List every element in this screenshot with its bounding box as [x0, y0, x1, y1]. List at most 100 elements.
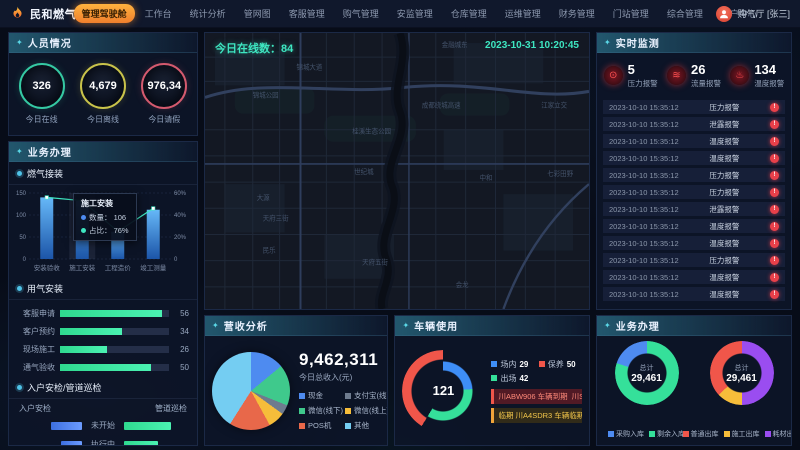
nav-item[interactable]: 购气管理 — [342, 9, 379, 19]
tooltip-row: 占比： 76% — [81, 225, 129, 236]
left-column: ✦ 人员情况 326 今日在线 4,679 今日离线 976,34 今日请假 ✦ 业务办理… — [8, 32, 198, 446]
panel-header-icon: ✦ — [16, 146, 23, 156]
usage-bar-label: 通气验收 — [23, 362, 55, 372]
vehicles-legend-value: 42 — [519, 373, 529, 383]
alarm-time: 2023-10-10 15:35:12 — [609, 187, 679, 197]
warehouse-legend-label: 剩余入库 — [657, 431, 685, 438]
vehicle-alert-banner: 临期 川A4SDR3 车辆临期川 — [491, 407, 582, 423]
alarm-time: 2023-10-10 15:35:12 — [609, 221, 679, 231]
warehouse-panel-title: 业务办理 — [615, 322, 660, 333]
personnel-stat-label: 今日在线 — [25, 115, 58, 124]
alarm-list-row[interactable]: 2023-10-10 15:35:12 温度报警! — [603, 236, 785, 250]
nav-item[interactable]: 安监管理 — [396, 9, 433, 19]
nav-item[interactable]: 综合管理 — [666, 9, 703, 19]
alarm-type: 压力报警 — [709, 102, 740, 112]
nav-item[interactable]: 门站管理 — [612, 9, 649, 19]
vehicles-right: 场内 29 保养 50 出场 42 川ABW906 车辆到期川S362DR 临期 川A… — [491, 340, 582, 441]
nav-item[interactable]: 统计分析 — [189, 9, 226, 19]
alarm-list-row[interactable]: 2023-10-10 15:35:12 压力报警! — [603, 168, 785, 182]
alarm-list-row[interactable]: 2023-10-10 15:35:12 温度报警! — [603, 287, 785, 301]
usage-bar-row: 客户预约 34 — [9, 322, 197, 340]
alarm-list-row[interactable]: 2023-10-10 15:35:12 泄露报警! — [603, 202, 785, 216]
nav-item[interactable]: 财务管理 — [558, 9, 595, 19]
alarm-time: 2023-10-10 15:35:12 — [609, 136, 679, 146]
nav-item[interactable]: 用户中心 — [720, 9, 757, 19]
svg-text:七彩田野: 七彩田野 — [547, 169, 573, 178]
nav-item[interactable]: 仓库管理 — [450, 9, 487, 19]
alarm-list-row[interactable]: 2023-10-10 15:35:12 温度报警! — [603, 134, 785, 148]
svg-text:100: 100 — [16, 213, 27, 219]
vehicles-body: 121 场内 29 保养 50 出场 42 川ABW906 车辆到期川S362DR 临… — [395, 336, 589, 445]
alarm-time: 2023-10-10 15:35:12 — [609, 119, 679, 129]
alarm-list-row[interactable]: 2023-10-10 15:35:12 压力报警! — [603, 253, 785, 267]
user-account[interactable]: 购气厅 [张三] — [716, 5, 790, 22]
usage-bar-value: 50 — [180, 362, 189, 372]
alarm-stat-text: 26 流量报警 — [691, 63, 721, 88]
gas-usage-subtitle: 用气安装 — [27, 284, 64, 294]
alarm-type: 压力报警 — [709, 187, 740, 197]
vehicles-legend-value: 29 — [519, 359, 529, 369]
revenue-legend-label: 微信(线下) — [308, 406, 343, 415]
alarm-list-row[interactable]: 2023-10-10 15:35:12 压力报警! — [603, 185, 785, 199]
warehouse-legend-label: 耗材出库 — [772, 431, 792, 438]
svg-text:150: 150 — [16, 191, 27, 197]
alarm-list-row[interactable]: 2023-10-10 15:35:12 泄露报警! — [603, 117, 785, 131]
inspection-right-bar — [124, 421, 171, 430]
usage-bar-row: 通气验收 50 — [9, 358, 197, 376]
center-column: 金融城东 锦城大道 锦城公园 成都绕城高速 桂溪生态公园 世纪城 江家立交 中和 大源 天府三街 七… — [204, 32, 590, 446]
svg-text:金融城东: 金融城东 — [442, 40, 468, 49]
alarm-list-row[interactable]: 2023-10-10 15:35:12 温度报警! — [603, 219, 785, 233]
alarm-stat-value: 5 — [627, 62, 635, 78]
usage-bar-label: 客服申请 — [23, 308, 55, 318]
usage-bar-fill — [60, 345, 108, 353]
vehicles-legend-label: 场内 — [500, 359, 517, 369]
nav-item[interactable]: 运维管理 — [504, 9, 541, 19]
svg-text:成都绕城高速: 成都绕城高速 — [422, 100, 461, 109]
legend-swatch-icon — [682, 431, 689, 437]
gas-install-subhead: 燃气接装 — [9, 162, 197, 185]
alarm-bell-icon: ! — [770, 153, 779, 163]
vehicles-legend-item: 保养 50 — [538, 359, 582, 370]
vehicles-panel: ✦ 车辆使用 121 场内 29 保养 50 出场 42 川ABW906 车辆到期川… — [394, 315, 590, 446]
svg-text:锦城大道: 锦城大道 — [297, 62, 323, 71]
top-navbar: 民和燃气管理平台 管理驾驶舱工作台统计分析管网图客服管理购气管理安监管理仓库管理… — [0, 0, 800, 28]
nav-item[interactable]: 管网图 — [243, 9, 271, 19]
legend-swatch-icon — [491, 361, 498, 367]
revenue-legend-item: POS机 — [299, 420, 343, 431]
svg-text:竣工测量: 竣工测量 — [140, 263, 167, 272]
nav-item[interactable]: 客服管理 — [288, 9, 325, 19]
revenue-summary: 9,462,311 今日总收入(元) 现金 支付宝(线下) 微信(线下) 微信(线上)… — [299, 350, 387, 431]
nav-item[interactable]: 工作台 — [144, 9, 172, 19]
usage-bar-track — [60, 309, 169, 317]
revenue-legend: 现金 支付宝(线下) 微信(线下) 微信(线上) POS机 其他 — [299, 390, 387, 431]
nav-item[interactable]: 管理驾驶舱 — [73, 4, 135, 23]
legend-swatch-icon — [345, 422, 351, 429]
city-map[interactable]: 金融城东 锦城大道 锦城公园 成都绕城高速 桂溪生态公园 世纪城 江家立交 中和 大源 天府三街 七… — [204, 32, 590, 310]
warehouse-donut: 总计 29,461 — [614, 341, 679, 405]
temp-alarm-icon: ♨ — [730, 66, 750, 86]
wave-alarm-icon: ≋ — [666, 66, 686, 86]
alarm-list-row[interactable]: 2023-10-10 15:35:12 温度报警! — [603, 270, 785, 284]
svg-text:施工安装: 施工安装 — [69, 263, 96, 272]
vehicles-legend: 场内 29 保养 50 出场 42 — [491, 359, 582, 384]
inspection-subtitle: 入户安检/管道巡检 — [27, 383, 102, 393]
warehouse-legend-item: 剩余入库 — [649, 429, 685, 439]
alarm-list-row[interactable]: 2023-10-10 15:35:12 温度报警! — [603, 151, 785, 165]
svg-text:世纪城: 世纪城 — [354, 167, 374, 176]
inspection-rows: 未开始执行中已完成 — [9, 416, 197, 445]
svg-text:会龙: 会龙 — [456, 280, 469, 289]
alarm-type: 温度报警 — [709, 238, 740, 248]
personnel-stat-label: 今日请假 — [148, 115, 181, 124]
alarm-stat-text: 134 温度报警 — [754, 63, 784, 88]
revenue-panel-title: 营收分析 — [223, 322, 268, 333]
alarm-stat-text: 5 压力报警 — [628, 63, 658, 88]
alarm-type: 温度报警 — [709, 221, 740, 231]
personnel-stat: 4,679 今日离线 — [79, 63, 126, 125]
legend-swatch-icon — [608, 431, 614, 437]
warehouse-donut-center: 总计 29,461 — [615, 341, 679, 405]
panel-header-icon: ✦ — [16, 37, 23, 47]
alarm-stat: ♨ 134 温度报警 — [730, 63, 784, 88]
alarm-list-row[interactable]: 2023-10-10 15:35:12 压力报警! — [603, 100, 785, 114]
personnel-panel-header: ✦ 人员情况 — [9, 33, 197, 53]
